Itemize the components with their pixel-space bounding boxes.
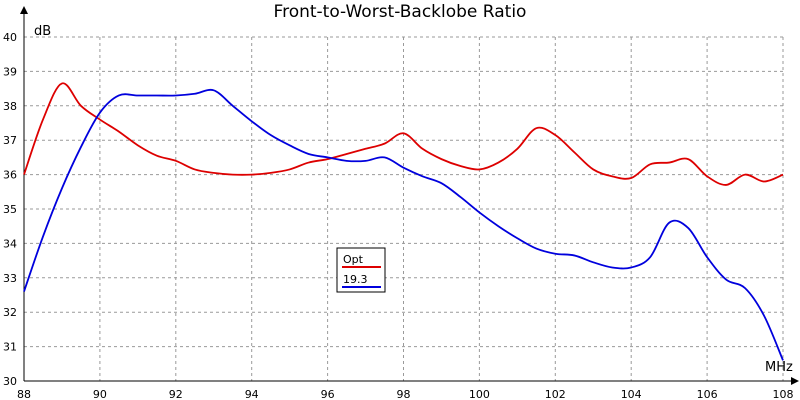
- y-tick-label: 39: [3, 65, 17, 78]
- y-axis-label: dB: [34, 24, 51, 39]
- y-tick-label: 32: [3, 306, 17, 319]
- x-tick-label: 100: [469, 388, 490, 400]
- y-axis-arrow: [20, 6, 28, 14]
- x-tick-label: 94: [245, 388, 259, 400]
- legend-label: 19.3: [343, 273, 368, 286]
- x-tick-label: 96: [321, 388, 335, 400]
- y-tick-label: 40: [3, 31, 17, 44]
- x-tick-label: 92: [169, 388, 183, 400]
- chart-title: Front-to-Worst-Backlobe Ratio: [273, 2, 527, 22]
- y-tick-label: 31: [3, 341, 17, 354]
- x-axis-arrow: [791, 377, 799, 385]
- y-tick-label: 38: [3, 100, 17, 113]
- x-tick-label: 106: [697, 388, 718, 400]
- x-tick-label: 108: [773, 388, 794, 400]
- x-axis-label: MHz: [765, 360, 793, 375]
- y-tick-label: 37: [3, 134, 17, 147]
- series-line-2: [23, 88, 784, 361]
- x-tick-label: 104: [621, 388, 642, 400]
- x-tick-label: 88: [17, 388, 31, 400]
- series-line-1: [23, 82, 784, 186]
- x-tick-label: 102: [545, 388, 566, 400]
- y-tick-label: 34: [3, 237, 17, 250]
- x-tick-label: 90: [93, 388, 107, 400]
- y-tick-label: 33: [3, 272, 17, 285]
- y-tick-label: 35: [3, 203, 17, 216]
- x-tick-label: 98: [397, 388, 411, 400]
- legend-label: Opt: [343, 253, 364, 266]
- legend-box: [336, 247, 386, 293]
- y-tick-label: 36: [3, 169, 17, 182]
- y-tick-label: 30: [3, 375, 17, 388]
